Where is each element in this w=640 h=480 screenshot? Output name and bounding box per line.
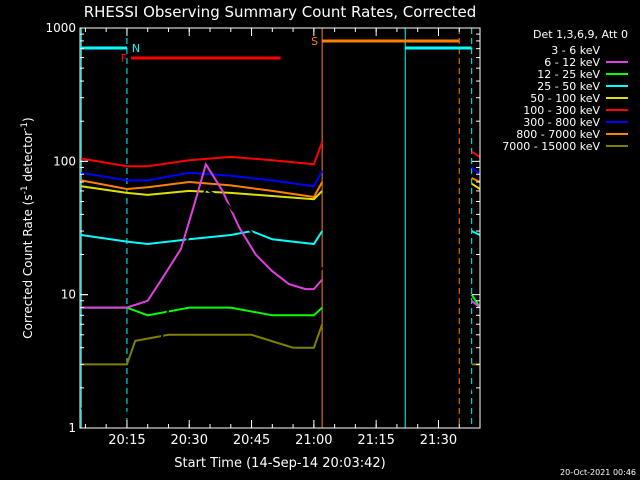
y-axis-label-mid: detector	[21, 131, 35, 186]
legend-label: 3 - 6 keV	[551, 44, 600, 57]
series-line	[81, 179, 324, 199]
legend-label: 50 - 100 keV	[530, 92, 600, 105]
y-tick-label: 1000	[45, 21, 76, 35]
series-line	[81, 323, 324, 366]
series-line	[471, 150, 481, 158]
y-axis-label-sup1: -1	[20, 185, 30, 194]
series-line	[81, 170, 324, 188]
y-axis-label-end: )	[21, 117, 35, 122]
y-axis-label-main: Corrected Count Rate (s	[21, 194, 35, 338]
flag-label-s: S	[311, 35, 318, 48]
x-axis-label: Start Time (14-Sep-14 20:03:42)	[174, 456, 385, 471]
series-line	[470, 387, 481, 405]
legend-label: 12 - 25 keV	[537, 68, 600, 81]
legend-label: 7000 - 15000 keV	[502, 140, 600, 153]
legend-title: Det 1,3,6,9, Att 0	[533, 28, 628, 41]
series-line	[471, 177, 481, 183]
y-axis-label-sup2: -1	[20, 122, 30, 131]
series-line	[471, 300, 481, 309]
plot-frame	[79, 27, 481, 429]
y-tick-label: 1	[68, 421, 76, 435]
y-axis: 1 10 100 1000	[45, 21, 480, 435]
x-axis: 20:15 20:30 20:45 21:00 21:15 21:30	[84, 28, 481, 448]
x-tick-label: 20:15	[108, 433, 145, 448]
chart-title: RHESSI Observing Summary Count Rates, Co…	[84, 3, 477, 21]
x-tick-label: 21:00	[295, 433, 332, 448]
series-line	[81, 187, 324, 414]
y-tick-label: 100	[53, 154, 76, 168]
y-axis-label: Corrected Count Rate (s-1 detector-1)	[20, 117, 35, 338]
series-line	[471, 182, 481, 190]
x-tick-label: 20:45	[233, 433, 270, 448]
x-tick-label: 20:30	[171, 433, 208, 448]
legend-label: 800 - 7000 keV	[516, 128, 600, 141]
legend-label: 6 - 12 keV	[544, 56, 600, 69]
legend-label: 300 - 800 keV	[523, 116, 600, 129]
y-tick-label: 10	[61, 288, 76, 302]
legend-label: 100 - 300 keV	[523, 104, 600, 117]
series-line	[471, 230, 481, 236]
x-tick-label: 21:15	[357, 433, 394, 448]
series-line	[81, 230, 324, 246]
flag-label-f: F	[121, 52, 127, 65]
series-line	[81, 306, 323, 317]
legend-label: 25 - 50 keV	[537, 80, 600, 93]
series-line	[471, 166, 481, 176]
series-line	[81, 141, 324, 168]
x-tick-label: 21:30	[420, 433, 457, 448]
plot-area: NF S	[80, 28, 481, 428]
flag-label-n: N	[132, 42, 140, 55]
series-line	[81, 161, 323, 309]
footer-date: 20-Oct-2021 00:46	[560, 468, 636, 477]
